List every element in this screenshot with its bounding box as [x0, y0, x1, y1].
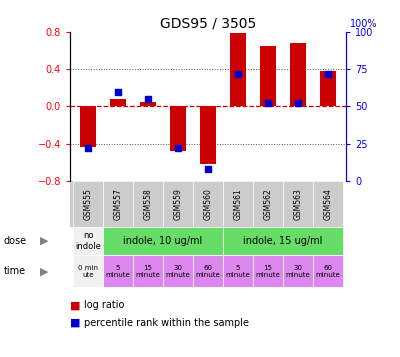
Text: GSM558: GSM558 — [144, 188, 152, 220]
Bar — [103, 255, 133, 287]
Text: 15
minute: 15 minute — [256, 265, 280, 278]
Text: ▶: ▶ — [40, 266, 48, 276]
Bar — [133, 255, 163, 287]
Text: indole, 10 ug/ml: indole, 10 ug/ml — [123, 236, 203, 246]
Bar — [73, 255, 103, 287]
Bar — [283, 181, 313, 227]
Bar — [283, 255, 313, 287]
Point — [145, 96, 151, 102]
Point — [175, 145, 181, 151]
Text: 100%: 100% — [350, 19, 378, 29]
Text: 5
minute: 5 minute — [226, 265, 250, 278]
Bar — [73, 181, 103, 227]
Bar — [193, 255, 223, 287]
Bar — [253, 255, 283, 287]
Bar — [290, 43, 306, 106]
Bar — [313, 181, 343, 227]
Text: GSM563: GSM563 — [294, 188, 302, 220]
Text: GSM559: GSM559 — [174, 188, 182, 220]
Text: ▶: ▶ — [40, 236, 48, 246]
Text: dose: dose — [4, 236, 27, 246]
Bar — [223, 181, 253, 227]
Bar — [80, 106, 96, 147]
Point — [205, 166, 211, 172]
Point — [265, 101, 271, 106]
Text: GSM562: GSM562 — [264, 188, 272, 220]
Bar — [170, 106, 186, 151]
Bar — [133, 181, 163, 227]
Bar — [260, 46, 276, 106]
Text: log ratio: log ratio — [84, 300, 124, 310]
Bar — [103, 227, 223, 255]
Text: GSM555: GSM555 — [84, 188, 92, 220]
Text: GSM560: GSM560 — [204, 188, 212, 220]
Bar — [103, 181, 133, 227]
Text: 60
minute: 60 minute — [316, 265, 340, 278]
Text: 30
minute: 30 minute — [286, 265, 310, 278]
Bar — [320, 71, 336, 106]
Text: time: time — [4, 266, 26, 276]
Text: GSM557: GSM557 — [114, 188, 122, 220]
Bar — [253, 181, 283, 227]
Text: ■: ■ — [70, 318, 80, 328]
Point — [115, 89, 121, 94]
Bar — [193, 181, 223, 227]
Bar — [223, 255, 253, 287]
Bar — [163, 255, 193, 287]
Point — [235, 71, 241, 76]
Text: indole, 15 ug/ml: indole, 15 ug/ml — [243, 236, 323, 246]
Text: 15
minute: 15 minute — [136, 265, 160, 278]
Bar — [230, 33, 246, 106]
Text: GSM561: GSM561 — [234, 188, 242, 220]
Text: percentile rank within the sample: percentile rank within the sample — [84, 318, 249, 328]
Text: 0 min
ute: 0 min ute — [78, 265, 98, 278]
Point — [325, 71, 331, 76]
Bar — [73, 227, 103, 255]
Text: GSM564: GSM564 — [324, 188, 332, 220]
Text: ■: ■ — [70, 300, 80, 310]
Title: GDS95 / 3505: GDS95 / 3505 — [160, 17, 256, 31]
Text: no
indole: no indole — [75, 231, 101, 251]
Text: 60
minute: 60 minute — [196, 265, 220, 278]
Bar — [163, 181, 193, 227]
Bar — [313, 255, 343, 287]
Point — [295, 101, 301, 106]
Text: 5
minute: 5 minute — [106, 265, 130, 278]
Bar — [140, 102, 156, 106]
Bar — [223, 227, 343, 255]
Text: 30
minute: 30 minute — [166, 265, 190, 278]
Bar — [200, 106, 216, 164]
Point — [85, 145, 91, 151]
Bar — [110, 99, 126, 106]
